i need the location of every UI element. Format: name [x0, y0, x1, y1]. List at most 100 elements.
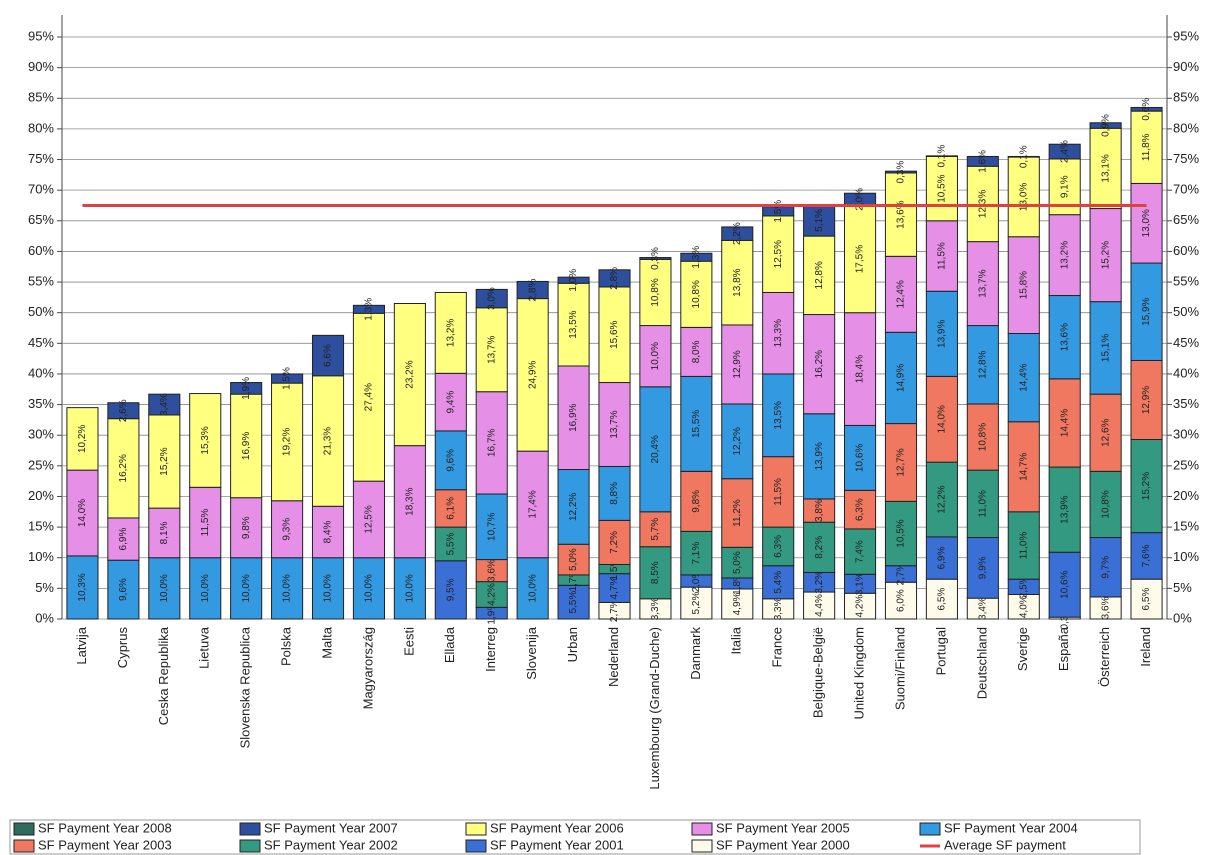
data-label: 2,8%	[609, 267, 620, 290]
data-label: 13,5%	[773, 401, 784, 429]
data-label: 9,4%	[445, 391, 456, 414]
bar-segment	[189, 557, 222, 620]
x-tick-label: Ceska Republika	[156, 626, 171, 725]
bar-segment	[721, 226, 754, 241]
data-label: 10,0%	[364, 574, 375, 602]
data-label: 11,5%	[937, 242, 948, 270]
data-label: 6,3%	[773, 535, 784, 558]
data-label: 10,0%	[241, 574, 252, 602]
data-label: 10,0%	[159, 574, 170, 602]
bar-segment	[598, 519, 631, 565]
data-label: 13,7%	[609, 410, 620, 438]
data-label: 3,4%	[159, 393, 170, 416]
data-label: 15,1%	[1100, 334, 1111, 362]
bar-segment	[721, 478, 754, 548]
bar-segment	[1130, 182, 1163, 264]
legend-label: SF Payment Year 2000	[716, 837, 850, 852]
data-label: 8,5%	[650, 561, 661, 584]
data-label: 10,8%	[650, 278, 661, 306]
bar-segment	[966, 155, 999, 167]
data-label: 5,5%	[445, 532, 456, 555]
x-tick-label: Urban	[565, 627, 580, 662]
bar-segment	[189, 393, 222, 488]
bar-segment	[66, 407, 99, 471]
bar-segment	[925, 375, 958, 463]
data-label: 1,3%	[364, 298, 375, 321]
data-label: 5,1%	[814, 209, 825, 232]
data-label: 13,7%	[977, 269, 988, 297]
x-tick-label: España	[1056, 626, 1071, 671]
data-label: 0,9%	[1100, 114, 1111, 137]
data-label: 10,6%	[855, 444, 866, 472]
legend-label: SF Payment Year 2008	[38, 820, 172, 835]
data-label: 1,5%	[609, 558, 620, 581]
bar-segment	[844, 424, 877, 491]
bar-segment	[1130, 106, 1163, 112]
data-label: 2,0%	[855, 188, 866, 211]
data-label: 11,8%	[1141, 133, 1152, 161]
data-label: 3,8%	[814, 499, 825, 522]
data-label: 8,1%	[159, 521, 170, 544]
data-label: 12,5%	[364, 505, 375, 533]
y2-tick-label: 85%	[1173, 90, 1199, 105]
data-label: 3,6%	[486, 559, 497, 582]
data-label: 6,6%	[323, 344, 334, 367]
data-label: 4,0%	[1018, 595, 1029, 618]
bar-segment	[516, 298, 549, 452]
data-label: 23,2%	[405, 360, 416, 388]
data-label: 13,1%	[1100, 154, 1111, 182]
data-label: 13,8%	[732, 268, 743, 296]
y-tick-label: 55%	[28, 273, 54, 288]
bar-segment	[844, 489, 877, 530]
legend-swatch	[691, 839, 713, 853]
y2-tick-label: 95%	[1173, 28, 1199, 43]
y2-tick-label: 10%	[1173, 549, 1199, 564]
y2-tick-label: 30%	[1173, 427, 1199, 442]
data-label: 15,2%	[1100, 241, 1111, 269]
bar-segment	[311, 505, 345, 559]
legend-label: SF Payment Year 2005	[716, 820, 850, 835]
bar-segment	[434, 430, 467, 491]
data-label: 8,0%	[691, 340, 702, 363]
bar-segment	[925, 155, 958, 222]
bar-segment	[844, 592, 877, 620]
bar-segment	[557, 543, 590, 576]
bar-segment	[1089, 393, 1122, 472]
data-label: 2,0%	[691, 570, 702, 593]
data-label: 10,2%	[77, 425, 88, 453]
bar-segment	[803, 521, 836, 573]
data-label: 10,0%	[323, 574, 334, 602]
data-label: 17,5%	[855, 245, 866, 273]
data-label: 5,7%	[650, 518, 661, 541]
bar-segment	[680, 470, 713, 532]
x-tick-label: Cyprus	[115, 627, 130, 669]
bar-segment	[1048, 378, 1081, 468]
bar-segment	[516, 280, 549, 300]
bar-segment	[598, 465, 631, 521]
data-label: 8,2%	[814, 536, 825, 559]
y-tick-label: 85%	[28, 90, 54, 105]
bar-segment	[1130, 438, 1163, 534]
data-label: 11,5%	[200, 509, 211, 537]
legend-label: SF Payment Year 2006	[490, 820, 624, 835]
x-tick-label: Portugal	[933, 627, 948, 676]
data-label: 2,7%	[896, 562, 907, 585]
data-label: 12,3%	[977, 190, 988, 218]
data-label: 5,5%	[568, 591, 579, 614]
data-label: 12,5%	[773, 240, 784, 268]
legend-box	[9, 819, 1141, 855]
x-tick-label: Interreg	[483, 627, 498, 672]
bar-segment	[475, 307, 508, 393]
data-label: 13,2%	[445, 319, 456, 347]
data-label: 27,4%	[364, 383, 375, 411]
x-tick-label: Ellada	[442, 626, 457, 663]
y2-tick-label: 60%	[1173, 243, 1199, 258]
x-tick-label: Slovenska Republica	[238, 626, 253, 748]
bar-segment	[925, 536, 958, 580]
bar-segment	[639, 511, 672, 548]
bar-segment	[1007, 155, 1040, 158]
bar-segment	[107, 559, 140, 620]
bar-segment	[639, 386, 672, 513]
y2-tick-label: 35%	[1173, 396, 1199, 411]
